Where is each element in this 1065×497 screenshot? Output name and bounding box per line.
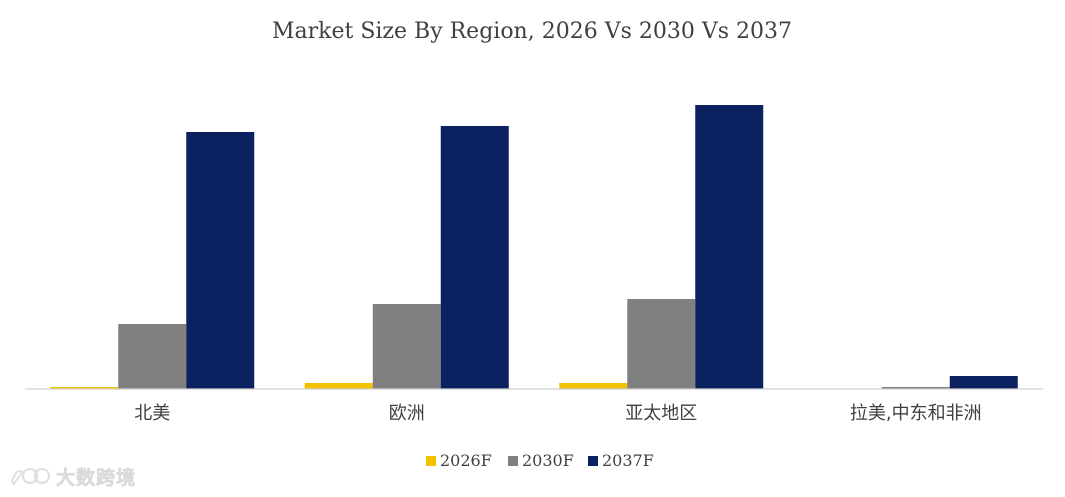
legend-label-2030F: 2030F bbox=[522, 451, 574, 470]
watermark-logo-icon bbox=[10, 467, 51, 486]
legend: 2026F 2030F 2037F bbox=[426, 451, 654, 470]
x-tick-label-1: 欧洲 bbox=[389, 403, 425, 424]
legend-swatch-2037F bbox=[588, 456, 598, 466]
legend-label-2037F: 2037F bbox=[602, 451, 654, 470]
bar-2030F-0 bbox=[118, 324, 187, 389]
bar-2030F-3 bbox=[881, 387, 950, 389]
chart-title: Market Size By Region, 2026 Vs 2030 Vs 2… bbox=[272, 19, 792, 44]
bar-2026F-2 bbox=[559, 383, 628, 389]
watermark-text: 大数跨境 bbox=[56, 466, 137, 489]
legend-swatch-2026F bbox=[426, 456, 436, 466]
bar-group bbox=[50, 105, 1018, 389]
bar-2030F-2 bbox=[627, 299, 696, 389]
bar-2037F-1 bbox=[440, 126, 509, 389]
x-tick-label-2: 亚太地区 bbox=[625, 403, 697, 424]
watermark: 大数跨境 bbox=[8, 462, 136, 490]
bar-2026F-0 bbox=[50, 387, 119, 389]
bar-2037F-0 bbox=[186, 132, 255, 389]
bar-2026F-1 bbox=[304, 383, 373, 389]
x-tick-label-3: 拉美,中东和非洲 bbox=[850, 403, 982, 424]
x-tick-label-0: 北美 bbox=[134, 403, 170, 424]
legend-label-2026F: 2026F bbox=[440, 451, 492, 470]
x-tick-labels: 北美 欧洲 亚太地区 拉美,中东和非洲 bbox=[134, 403, 981, 424]
legend-swatch-2030F bbox=[508, 456, 518, 466]
bar-2037F-2 bbox=[695, 105, 764, 389]
bar-2037F-3 bbox=[949, 376, 1018, 389]
bar-2030F-1 bbox=[372, 304, 441, 389]
